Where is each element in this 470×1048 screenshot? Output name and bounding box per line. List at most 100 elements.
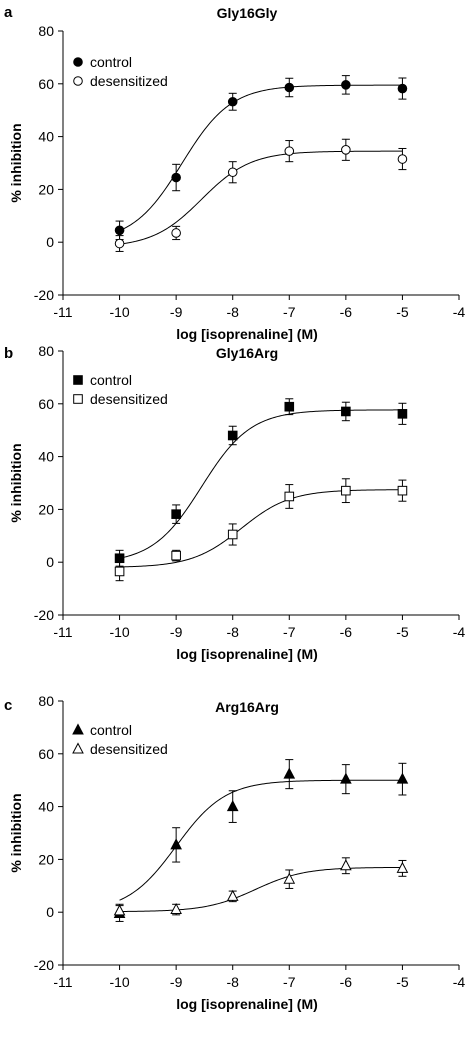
x-tick-label: -9 [170, 974, 183, 990]
data-point [170, 902, 182, 915]
y-tick-label: 40 [38, 129, 54, 145]
series-desensitized: desensitized [72, 741, 409, 918]
x-tick-label: -4 [453, 974, 466, 990]
legend-label: control [90, 54, 132, 70]
y-tick-label: 40 [38, 799, 54, 815]
x-tick-label: -6 [340, 624, 353, 640]
data-point [397, 409, 408, 419]
y-tick-label: 40 [38, 449, 54, 465]
series-control: control [73, 372, 408, 567]
y-tick-label: 60 [38, 746, 54, 762]
data-point [114, 566, 125, 577]
x-tick-label: -5 [396, 304, 409, 320]
y-tick-label: 20 [38, 851, 54, 867]
x-tick-label: -7 [283, 974, 296, 990]
data-point [227, 430, 238, 441]
y-tick-label: -20 [34, 287, 54, 303]
data-point [226, 889, 239, 901]
data-point [341, 406, 351, 417]
x-tick-label: -5 [396, 624, 409, 640]
y-tick-label: 60 [38, 76, 54, 92]
data-point [227, 529, 238, 540]
data-point [114, 225, 125, 236]
x-tick-label: -8 [226, 974, 239, 990]
x-tick-label: -11 [53, 974, 72, 990]
data-point [284, 146, 295, 156]
legend-marker [73, 76, 83, 86]
data-point [171, 509, 181, 519]
legend-marker [72, 723, 84, 735]
legend-marker [72, 742, 84, 754]
data-point [340, 772, 352, 784]
data-point [396, 772, 409, 784]
y-tick-label: 80 [38, 693, 54, 709]
legend-marker [73, 57, 83, 67]
x-axis-label: log [isoprenaline] (M) [176, 326, 318, 342]
y-tick-label: 0 [46, 904, 54, 920]
data-point [283, 872, 296, 884]
chart-panel-b: b Gly16Arg -20 0 20 40 60 80 -11 -10 -9 -8 -7 -6 -5 -4 l… [4, 343, 465, 662]
data-point [397, 83, 408, 94]
data-point [397, 154, 408, 164]
data-point [341, 145, 351, 155]
x-tick-label: -4 [453, 624, 466, 640]
data-point [340, 859, 352, 871]
y-tick-label: 0 [46, 554, 54, 570]
data-point [113, 904, 126, 916]
data-point [227, 167, 238, 178]
x-tick-label: -9 [170, 304, 183, 320]
data-point [283, 767, 296, 779]
y-tick-label: -20 [34, 957, 54, 973]
y-tick-label: 80 [38, 23, 54, 39]
fit-curve [119, 779, 403, 901]
legend-label: desensitized [90, 741, 168, 757]
data-point [397, 485, 408, 496]
data-point [284, 401, 295, 412]
legend-marker [73, 394, 83, 404]
y-tick-label: -20 [34, 607, 54, 623]
x-axis-label: log [isoprenaline] (M) [176, 646, 318, 662]
y-tick-label: 20 [38, 501, 54, 517]
legend-marker [73, 375, 83, 385]
fit-curve [119, 150, 403, 245]
legend-label: control [90, 372, 132, 388]
y-tick-label: 20 [38, 181, 54, 197]
x-tick-label: -4 [453, 304, 466, 320]
chart-title: Gly16Gly [217, 5, 278, 21]
x-tick-label: -10 [109, 974, 129, 990]
series-desensitized: desensitized [73, 391, 408, 582]
fit-curve [119, 84, 403, 232]
y-tick-label: 0 [46, 234, 54, 250]
x-tick-label: -10 [109, 304, 129, 320]
x-tick-label: -8 [226, 624, 239, 640]
data-point [171, 228, 181, 238]
series-control: control [72, 722, 409, 922]
panel-label: c [4, 697, 12, 714]
x-tick-label: -7 [283, 304, 296, 320]
fit-curve [119, 409, 403, 559]
series-desensitized: desensitized [73, 73, 408, 252]
legend-label: desensitized [90, 391, 168, 407]
data-point [114, 553, 125, 564]
x-tick-label: -6 [340, 974, 353, 990]
legend-label: control [90, 722, 132, 738]
data-point [171, 172, 181, 183]
data-point [284, 491, 295, 502]
data-point [396, 861, 409, 873]
data-point [227, 96, 238, 107]
x-axis-label: log [isoprenaline] (M) [176, 996, 318, 1012]
x-tick-label: -7 [283, 624, 296, 640]
y-axis-label: % inhibition [8, 443, 24, 522]
chart-panel-c: c Arg16Arg -20 0 20 40 60 80 -11 -10 -9 -8 -7 -6 -5 -4 l… [4, 693, 465, 1012]
data-point [114, 238, 125, 249]
chart-title: Arg16Arg [215, 699, 279, 715]
x-tick-label: -5 [396, 974, 409, 990]
y-tick-label: 60 [38, 396, 54, 412]
y-tick-label: 80 [38, 343, 54, 359]
legend-label: desensitized [90, 73, 168, 89]
x-tick-label: -8 [226, 304, 239, 320]
x-tick-label: -6 [340, 304, 353, 320]
fit-curve [119, 489, 403, 568]
